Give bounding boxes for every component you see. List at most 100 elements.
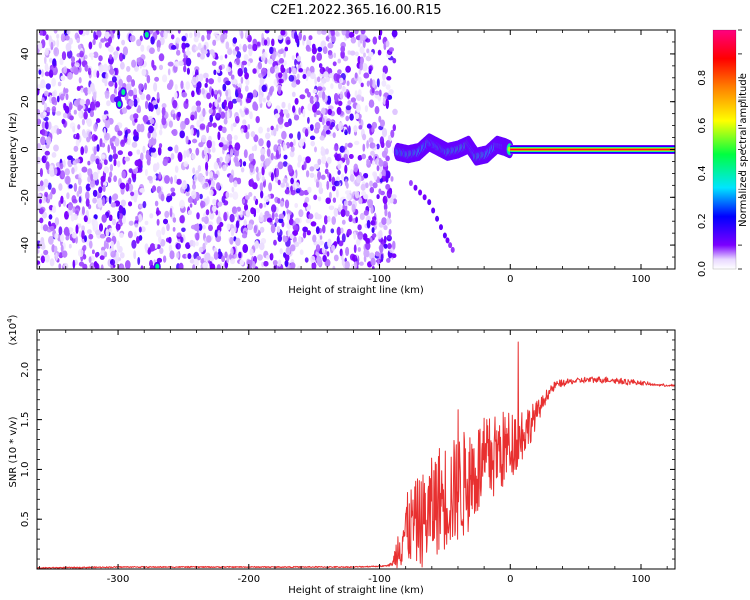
heatmap-cell bbox=[191, 76, 198, 86]
heatmap-cell bbox=[104, 31, 110, 39]
heatmap-cell bbox=[192, 183, 196, 190]
heatmap-cell bbox=[277, 234, 282, 242]
heatmap-cell bbox=[290, 244, 296, 252]
heatmap-cell bbox=[112, 153, 119, 160]
heatmap-cell bbox=[115, 124, 119, 131]
heatmap-cell bbox=[49, 225, 55, 232]
heatmap-cell bbox=[245, 209, 250, 216]
heatmap-cell bbox=[187, 253, 192, 260]
heatmap-cell bbox=[346, 80, 350, 87]
heatmap-cell bbox=[156, 218, 160, 226]
heatmap-cell bbox=[144, 243, 149, 252]
heatmap-cell bbox=[312, 88, 317, 94]
heatmap-cell bbox=[297, 131, 301, 141]
heatmap-cell bbox=[331, 244, 336, 251]
heatmap-cell bbox=[281, 130, 287, 140]
heatmap-cell bbox=[109, 54, 113, 60]
heatmap-cell bbox=[51, 244, 55, 253]
heatmap-cell bbox=[48, 221, 51, 227]
heatmap-cell bbox=[236, 206, 241, 212]
heatmap-cell bbox=[77, 44, 82, 50]
heatmap-cell bbox=[211, 50, 215, 57]
heatmap-cell bbox=[113, 175, 117, 182]
heatmap-cell bbox=[232, 122, 237, 128]
heatmap-cell bbox=[235, 237, 241, 246]
heatmap-cell bbox=[206, 33, 211, 41]
heatmap-cell bbox=[59, 58, 64, 66]
heatmap-cell bbox=[192, 264, 196, 269]
heatmap-cell bbox=[156, 39, 161, 50]
heatmap-cell bbox=[220, 33, 225, 43]
heatmap-cell bbox=[58, 183, 63, 191]
heatmap-cell bbox=[197, 42, 202, 51]
heatmap-cell bbox=[313, 96, 317, 103]
heatmap-cell bbox=[130, 191, 135, 197]
heatmap-cell bbox=[192, 138, 198, 144]
heatmap-cell bbox=[59, 162, 64, 170]
heatmap-cell bbox=[41, 69, 44, 78]
heatmap-cell bbox=[201, 224, 206, 230]
heatmap-cell bbox=[206, 139, 212, 149]
heatmap-cell bbox=[332, 197, 336, 203]
heatmap-cell bbox=[96, 70, 100, 78]
heatmap-cell bbox=[353, 261, 357, 269]
heatmap-cell bbox=[216, 182, 221, 191]
heatmap-cell bbox=[260, 190, 264, 199]
heatmap-cell bbox=[366, 48, 370, 54]
heatmap-cell bbox=[98, 186, 103, 194]
heatmap-cell bbox=[46, 136, 52, 146]
heatmap-cell bbox=[242, 119, 247, 126]
heatmap-cell bbox=[115, 67, 119, 76]
heatmap-cell bbox=[89, 240, 93, 249]
heatmap-cell bbox=[146, 94, 151, 101]
heatmap-cell bbox=[100, 175, 106, 182]
heatmap-cell bbox=[44, 102, 48, 111]
heatmap-cell bbox=[231, 206, 238, 214]
heatmap-cell bbox=[326, 156, 332, 165]
heatmap-cell bbox=[374, 106, 380, 115]
heatmap-cell bbox=[277, 179, 281, 186]
heatmap-cell bbox=[163, 218, 168, 225]
heatmap-cell bbox=[304, 88, 309, 94]
heatmap-cell bbox=[335, 31, 340, 37]
heatmap-cell bbox=[56, 38, 60, 48]
heatmap-cell bbox=[160, 193, 165, 202]
heatmap-cell bbox=[90, 179, 96, 188]
heatmap-cell bbox=[158, 173, 162, 180]
heatmap-cell bbox=[92, 249, 95, 255]
heatmap-cell bbox=[307, 116, 310, 124]
heatmap-cell bbox=[362, 133, 367, 141]
heatmap-cell bbox=[93, 51, 99, 59]
heatmap-cell bbox=[333, 241, 338, 247]
heatmap-cell bbox=[97, 162, 103, 170]
heatmap-cell bbox=[273, 239, 277, 246]
heatmap-cell bbox=[72, 259, 76, 269]
heatmap-cell bbox=[259, 212, 263, 218]
heatmap-cell bbox=[209, 114, 213, 123]
heatmap-cell bbox=[246, 259, 253, 267]
heatmap-cell bbox=[50, 41, 54, 51]
heatmap-cell bbox=[186, 149, 190, 158]
heatmap-cell bbox=[382, 65, 388, 74]
heatmap-cell bbox=[156, 257, 162, 263]
heatmap-cell bbox=[92, 171, 99, 181]
heatmap-cell bbox=[222, 83, 227, 92]
heatmap-cell bbox=[366, 140, 369, 149]
heatmap-cell bbox=[81, 166, 88, 173]
heatmap-cell bbox=[328, 205, 335, 211]
heatmap-cell bbox=[225, 41, 230, 50]
heatmap-cell bbox=[303, 161, 307, 170]
heatmap-cell bbox=[60, 234, 65, 242]
heatmap-cell bbox=[150, 136, 157, 146]
heatmap-cell bbox=[266, 148, 271, 157]
heatmap-cell bbox=[340, 209, 346, 218]
heatmap-cell bbox=[78, 185, 83, 195]
heatmap-cell bbox=[344, 142, 348, 148]
heatmap-cell bbox=[286, 39, 291, 45]
heatmap-cell bbox=[121, 170, 126, 179]
heatmap-cell bbox=[185, 191, 190, 197]
spectrogram-x-tick-label: -200 bbox=[237, 274, 260, 285]
heatmap-cell bbox=[180, 80, 184, 90]
heatmap-cell bbox=[189, 203, 193, 208]
heatmap-cell bbox=[128, 220, 134, 226]
